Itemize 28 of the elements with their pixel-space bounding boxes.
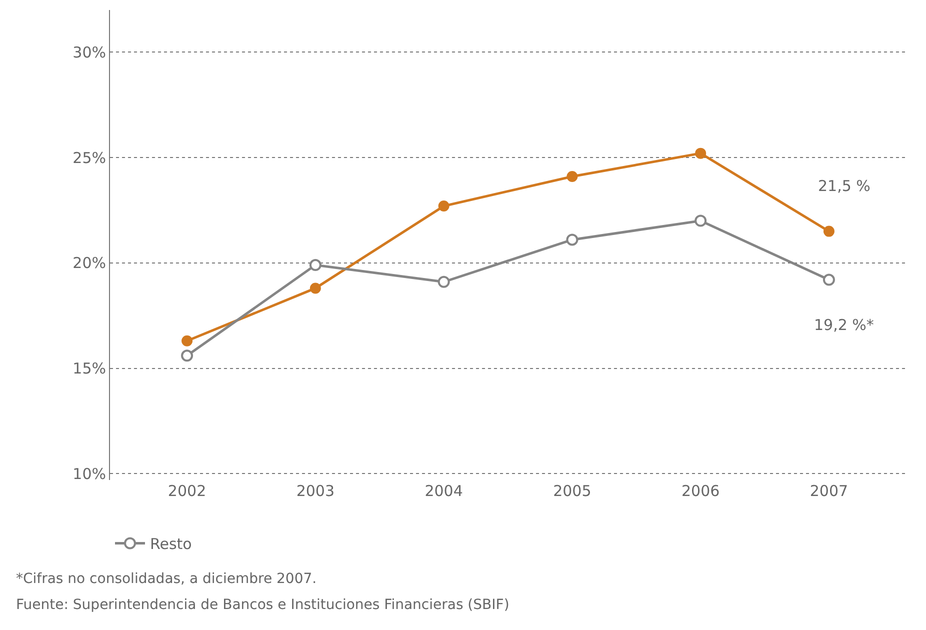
point	[822, 274, 835, 286]
y-tick-label: 10%	[72, 464, 106, 483]
y-tick-label: 30%	[72, 43, 106, 62]
point	[694, 214, 707, 227]
annotation: 21,5 %	[818, 177, 870, 195]
x-tick-label: 2002	[168, 482, 206, 500]
y-tick-label: 25%	[72, 148, 106, 167]
point	[566, 171, 578, 182]
point	[310, 282, 321, 294]
x-tick-label: 2007	[810, 482, 848, 500]
point	[823, 226, 834, 237]
point	[695, 148, 706, 159]
point	[309, 259, 322, 272]
x-tick-label: 2006	[681, 482, 720, 500]
point	[182, 335, 193, 346]
x-tick-label: 2003	[296, 482, 335, 500]
point	[438, 276, 450, 288]
source-note: Fuente: Superintendencia de Bancos e Instituciones Financieras (SBIF)	[16, 597, 510, 613]
y-tick-label: 20%	[72, 254, 106, 272]
point	[438, 200, 450, 212]
legend-label: Resto	[150, 535, 192, 554]
x-tick-label: 2004	[424, 482, 463, 500]
x-tick-label: 2005	[553, 482, 592, 500]
point	[181, 350, 194, 362]
text: *Cifras no consolidadas, a diciembre 2007.	[16, 571, 317, 587]
point	[566, 234, 578, 246]
y-tick-label: 15%	[72, 360, 106, 378]
annotation: 19,2 %*	[814, 316, 874, 334]
